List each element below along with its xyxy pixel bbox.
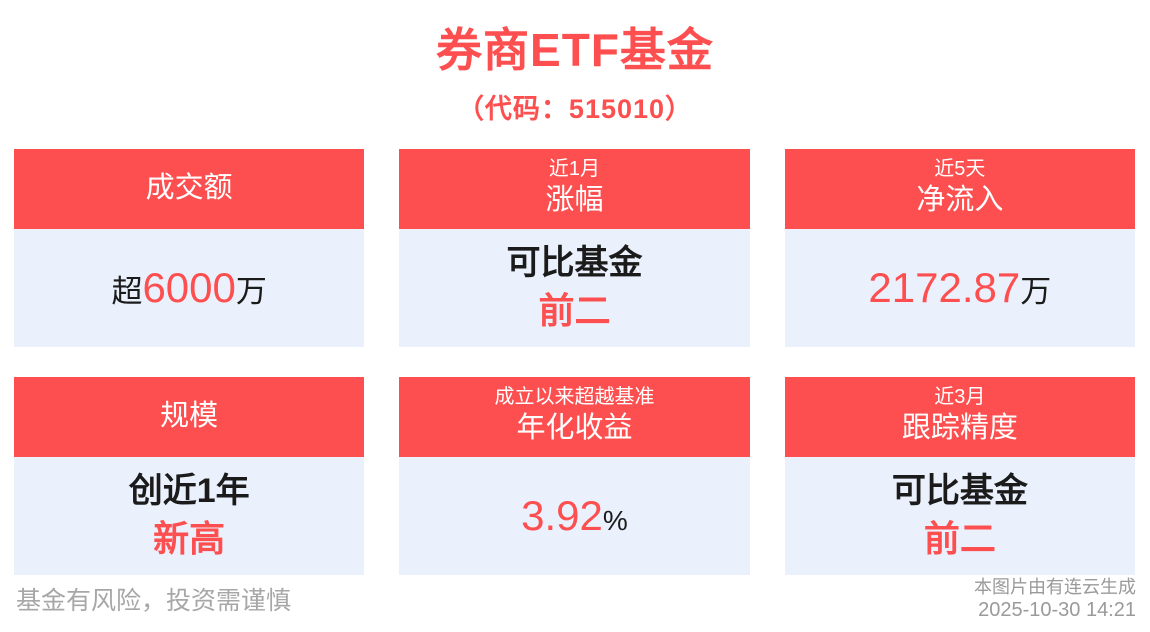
- metric-value: 2172.87万: [868, 263, 1052, 311]
- metric-value-line1: 创近1年: [128, 471, 250, 510]
- metric-value-line2: 前二: [538, 289, 611, 331]
- card-1m-gain-value: 可比基金 前二: [399, 228, 750, 347]
- card-turnover-value: 超6000万: [14, 228, 365, 347]
- title-block: 券商ETF基金 （代码：515010）: [0, 0, 1150, 126]
- fund-code-subtitle: （代码：515010）: [456, 93, 694, 124]
- card-scale-header: 规模: [14, 376, 365, 457]
- card-header-period: 成立以来超越基准: [494, 386, 655, 409]
- risk-disclaimer: 基金有风险，投资需谨慎: [16, 587, 292, 615]
- card-header-label: 规模: [160, 399, 219, 432]
- card-header-period: 近1月: [548, 158, 601, 181]
- card-header-period: 近3月: [934, 386, 986, 409]
- card-1m-gain-header: 近1月 涨幅: [399, 148, 750, 229]
- metric-value: 超6000万: [111, 263, 267, 311]
- card-scale-value: 创近1年 新高: [14, 456, 365, 575]
- card-tracking-accuracy-header: 近3月 跟踪精度: [784, 376, 1135, 457]
- card-5d-inflow: 近5天 净流入 2172.87万: [784, 148, 1135, 347]
- generator-credit: 本图片由有连云生成: [974, 576, 1136, 597]
- card-header-label: 年化收益: [516, 412, 633, 445]
- card-tracking-accuracy-value: 可比基金 前二: [784, 456, 1135, 575]
- card-turnover: 成交额 超6000万: [14, 148, 365, 347]
- metric-grid: 成交额 超6000万 近1月 涨幅 可比基金 前二 近5天 净流入: [0, 148, 1150, 575]
- value-unit: 万: [235, 273, 267, 309]
- value-number: 6000: [142, 263, 236, 311]
- metric-value: 3.92%: [521, 491, 628, 539]
- value-unit: 万: [1020, 273, 1052, 309]
- card-header-label: 涨幅: [545, 184, 604, 217]
- value-number: 3.92: [521, 491, 603, 539]
- card-header-label: 净流入: [916, 184, 1004, 217]
- metric-value-line1: 可比基金: [506, 243, 643, 282]
- card-scale: 规模 创近1年 新高: [14, 376, 365, 575]
- card-annualized-return-value: 3.92%: [399, 456, 750, 575]
- metric-value-line2: 新高: [153, 517, 226, 559]
- value-number: 2172.87: [868, 263, 1021, 311]
- generator-credit-block: 本图片由有连云生成 2025-10-30 14:21: [974, 576, 1136, 623]
- metric-value-line1: 可比基金: [891, 471, 1028, 510]
- card-5d-inflow-header: 近5天 净流入: [784, 148, 1135, 229]
- page-title: 券商ETF基金: [436, 24, 714, 76]
- value-unit: %: [602, 504, 628, 536]
- card-header-label: 成交额: [145, 171, 233, 204]
- card-1m-gain: 近1月 涨幅 可比基金 前二: [399, 148, 750, 347]
- card-annualized-return: 成立以来超越基准 年化收益 3.92%: [399, 376, 750, 575]
- card-header-period: 近5天: [934, 158, 986, 181]
- card-5d-inflow-value: 2172.87万: [784, 228, 1135, 347]
- generated-timestamp: 2025-10-30 14:21: [978, 599, 1136, 621]
- card-tracking-accuracy: 近3月 跟踪精度 可比基金 前二: [784, 376, 1135, 575]
- value-prefix: 超: [111, 273, 143, 309]
- metric-value-line2: 前二: [923, 517, 996, 559]
- card-annualized-return-header: 成立以来超越基准 年化收益: [399, 376, 750, 457]
- card-header-label: 跟踪精度: [901, 412, 1018, 445]
- card-turnover-header: 成交额: [14, 148, 365, 229]
